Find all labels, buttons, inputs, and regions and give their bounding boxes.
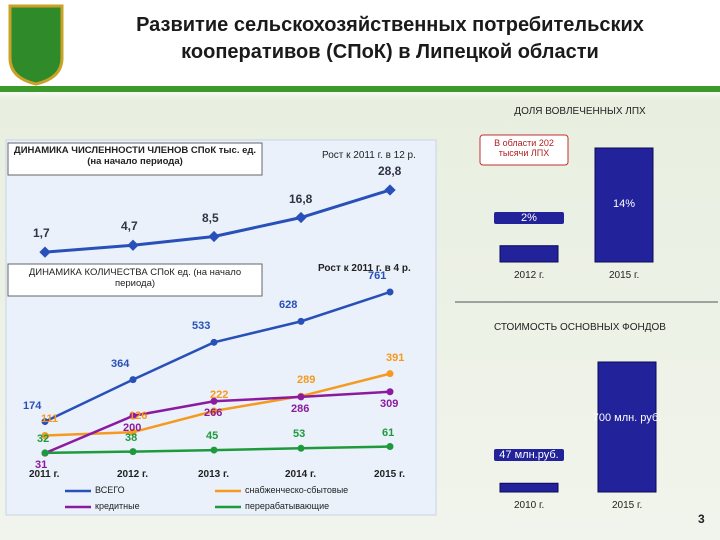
marker	[129, 376, 137, 384]
legend-label: ВСЕГО	[95, 485, 125, 495]
marker	[297, 317, 305, 325]
value-label: 16,8	[289, 191, 313, 206]
bar	[499, 245, 559, 263]
x-tick-label: 2012 г.	[117, 469, 148, 480]
marker	[384, 184, 396, 196]
value-label: 61	[382, 426, 395, 439]
chart-title: СТОИМОСТЬ ОСНОВНЫХ ФОНДОВ	[494, 322, 666, 333]
x-tick-label: 2010 г.	[514, 500, 545, 511]
title-box	[7, 142, 263, 176]
value-label: 222	[210, 388, 229, 401]
bar	[597, 361, 657, 493]
slide-title: Развитие сельскохозяйственных потребител…	[136, 14, 644, 63]
marker	[210, 446, 218, 454]
value-label: 1,7	[33, 226, 50, 241]
coat-of-arms	[8, 4, 64, 86]
legend-label: кредитные	[95, 501, 140, 511]
value-label: 47 млн.руб.	[494, 449, 564, 462]
chart-title: ДИНАМИКА ЧИСЛЕННОСТИ ЧЛЕНОВ СПоК тыс. ед…	[13, 145, 257, 167]
value-label: 289	[297, 374, 316, 387]
value-label: 266	[204, 407, 223, 420]
marker	[129, 448, 137, 456]
marker	[129, 428, 137, 436]
title-box	[7, 263, 263, 297]
page-number: 3	[698, 512, 705, 526]
value-label: 32	[37, 432, 50, 445]
value-label: 38	[125, 431, 138, 444]
value-label: 111	[41, 413, 59, 426]
annotation: Рост к 2011 г. в 12 р.	[322, 150, 416, 161]
marker	[386, 388, 394, 396]
value-label: 391	[386, 351, 405, 364]
legend-label: снабженческо-сбытовые	[245, 485, 349, 495]
value-label: 14%	[612, 198, 636, 210]
value-label: 8,5	[202, 210, 219, 225]
marker	[210, 407, 218, 415]
chart-title: ДИНАМИКА КОЛИЧЕСТВА СПоК ед. (на начало …	[28, 267, 242, 289]
marker	[41, 449, 49, 457]
value-label: 309	[380, 397, 399, 410]
marker	[41, 418, 49, 426]
legend-label: перерабатывающие	[245, 501, 330, 511]
x-tick-label: 2014 г.	[285, 469, 316, 480]
marker	[39, 246, 51, 258]
value-label: 700 млн. руб.	[592, 412, 662, 424]
value-label: 174	[23, 399, 42, 412]
value-label: 126	[129, 410, 148, 423]
value-label: 53	[293, 428, 306, 441]
value-label: 364	[111, 357, 130, 370]
marker	[297, 444, 305, 452]
value-label: 761	[368, 270, 387, 282]
marker	[210, 338, 218, 346]
bar	[594, 147, 654, 263]
marker	[210, 397, 218, 405]
annotation-box	[479, 134, 569, 166]
marker	[295, 211, 307, 224]
x-tick-label: 2012 г.	[514, 270, 545, 281]
value-label: 286	[291, 402, 310, 415]
value-label: 533	[192, 320, 211, 333]
annotation: В области 202 тысячи ЛПХ	[494, 138, 554, 158]
marker	[41, 431, 49, 439]
marker	[127, 239, 139, 251]
x-tick-label: 2015 г.	[609, 270, 640, 281]
x-tick-label: 2015 г.	[374, 469, 405, 480]
chart-title: ДОЛЯ ВОВЛЕЧЕННЫХ ЛПХ	[514, 106, 646, 117]
marker	[208, 230, 220, 243]
value-label: 28,8	[378, 164, 402, 178]
header-band	[0, 86, 720, 92]
value-label: 31	[35, 459, 48, 472]
value-label: 628	[279, 299, 298, 312]
x-tick-label: 2013 г.	[198, 469, 229, 480]
x-tick-label: 2011 г.	[29, 469, 60, 480]
marker	[129, 412, 137, 420]
marker	[297, 393, 305, 401]
value-label: 4,7	[121, 219, 138, 234]
marker	[386, 443, 394, 451]
marker	[386, 370, 394, 378]
value-label: 200	[123, 421, 142, 434]
x-tick-label: 2015 г.	[612, 500, 643, 511]
bar	[499, 482, 559, 493]
marker	[386, 288, 394, 296]
annotation: Рост к 2011 г. в 4 р.	[318, 263, 411, 274]
value-label: 2%	[494, 211, 564, 224]
value-label: 45	[206, 430, 219, 443]
